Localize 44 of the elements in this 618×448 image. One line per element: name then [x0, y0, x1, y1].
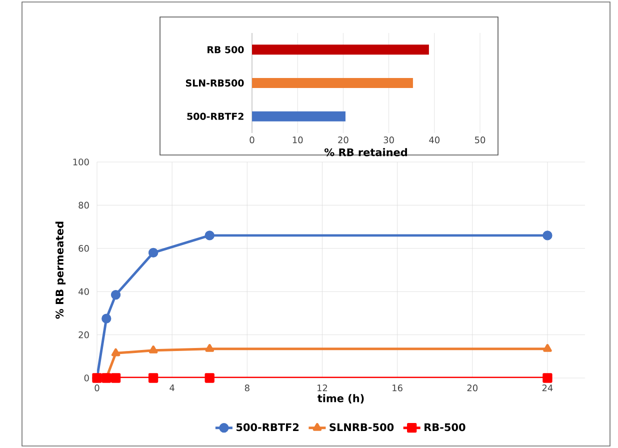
point: [148, 248, 158, 258]
y-tick-label: SLN-RB500: [186, 79, 244, 87]
point: [102, 314, 112, 324]
x-tick-label: 20: [467, 384, 478, 392]
point: [110, 373, 121, 383]
x-tick-label: 30: [384, 136, 394, 144]
x-tick-label: 50: [474, 136, 486, 144]
point: [204, 230, 214, 240]
point: [204, 373, 214, 383]
point: [111, 348, 120, 356]
bar: [252, 78, 413, 88]
y-tick-label: 20: [78, 331, 89, 338]
bar: [252, 44, 429, 55]
x-tick-label: 16: [392, 384, 402, 392]
y-tick-label: 40: [78, 288, 89, 295]
y-tick-label: RB 500: [208, 46, 244, 54]
y-tick-label: 80: [78, 202, 89, 209]
x-tick-label: 10: [292, 136, 303, 144]
x-tick-label: 0: [94, 384, 100, 392]
x-axis-title: time (h): [318, 394, 364, 404]
point: [542, 230, 552, 240]
legend-label: RB-500: [424, 423, 466, 432]
x-tick-label: 0: [250, 136, 254, 144]
y-tick-label: 100: [73, 158, 89, 166]
y-tick-label: 60: [78, 245, 89, 252]
point: [148, 373, 158, 383]
x-tick-label: 20: [338, 136, 348, 144]
point: [543, 344, 552, 352]
x-tick-label: 4: [170, 384, 174, 392]
point: [542, 373, 552, 383]
x-tick-label: 24: [542, 384, 553, 392]
point: [148, 346, 158, 354]
legend-label: SLNRB-500: [330, 423, 394, 432]
y-tick-label: 0: [84, 374, 89, 382]
point: [205, 344, 214, 352]
legend-label: 500-RBTF2: [236, 423, 299, 432]
x-tick-label: 40: [429, 136, 440, 144]
x-axis-title: % RB retained: [324, 148, 407, 156]
x-tick-label: 8: [244, 384, 250, 392]
bar: [252, 111, 346, 122]
point: [110, 290, 121, 300]
x-tick-label: 12: [318, 384, 328, 392]
y-tick-label: 500-RBTF2: [187, 112, 244, 120]
y-axis-title: % RB permeated: [55, 222, 66, 319]
